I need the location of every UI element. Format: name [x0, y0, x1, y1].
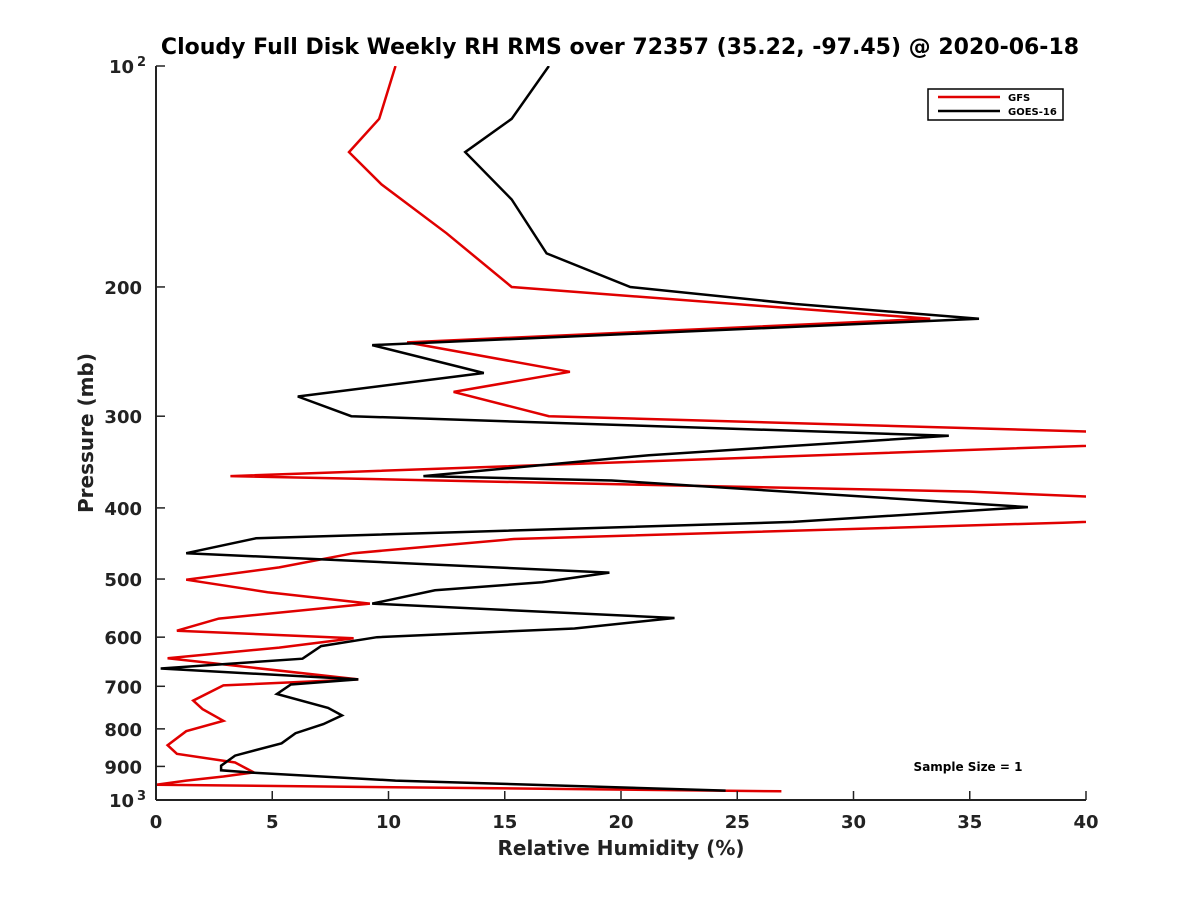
chart-title: Cloudy Full Disk Weekly RH RMS over 7235… — [161, 35, 1079, 60]
x-axis-label: Relative Humidity (%) — [497, 836, 744, 860]
y-tick-label-exponent: 2 — [137, 55, 146, 70]
y-axis-label: Pressure (mb) — [74, 353, 98, 513]
y-tick-label-base: 200 — [104, 278, 142, 299]
legend-label-gfs: GFS — [1008, 93, 1030, 104]
y-tick-label-exponent: 3 — [137, 789, 146, 804]
x-tick-label: 20 — [608, 812, 633, 833]
x-tick-label: 40 — [1073, 812, 1098, 833]
x-tick-label: 15 — [492, 812, 517, 833]
x-tick-label: 25 — [725, 812, 750, 833]
y-tick-label: 10 — [109, 57, 134, 78]
x-tick-label: 0 — [150, 812, 163, 833]
y-tick-label: 500 — [104, 570, 142, 591]
plot-area-frame — [156, 66, 1086, 800]
y-tick-label-base: 500 — [104, 570, 142, 591]
y-tick-label: 300 — [104, 407, 142, 428]
x-tick-label: 10 — [376, 812, 401, 833]
y-tick-label-base: 900 — [104, 757, 142, 778]
y-tick-label: 800 — [104, 720, 142, 741]
series-line-goes-16 — [160, 66, 1028, 792]
y-tick-label-base: 700 — [104, 677, 142, 698]
x-tick-label: 30 — [841, 812, 866, 833]
x-tick-label: 35 — [957, 812, 982, 833]
y-tick-label-base: 800 — [104, 720, 142, 741]
y-tick-label-base: 10 — [109, 57, 134, 78]
legend-box — [927, 88, 1064, 121]
x-tick-label: 5 — [266, 812, 279, 833]
legend-label-goes-16: GOES-16 — [1008, 107, 1057, 118]
y-tick-label: 10 — [109, 791, 134, 812]
y-tick-label-base: 300 — [104, 407, 142, 428]
sample-size-annotation: Sample Size = 1 — [914, 760, 1023, 774]
series-layer — [156, 66, 1086, 793]
y-tick-label-base: 400 — [104, 499, 142, 520]
y-tick-label: 400 — [104, 499, 142, 520]
y-tick-label: 900 — [104, 757, 142, 778]
y-tick-label-base: 600 — [104, 628, 142, 649]
y-tick-label: 200 — [104, 278, 142, 299]
y-tick-label-base: 10 — [109, 791, 134, 812]
legend: GFS GOES-16 — [927, 88, 1064, 121]
x-ticks: 0 5 10 15 20 25 30 35 40 — [150, 791, 1099, 833]
y-tick-label: 600 — [104, 628, 142, 649]
y-tick-label: 700 — [104, 677, 142, 698]
